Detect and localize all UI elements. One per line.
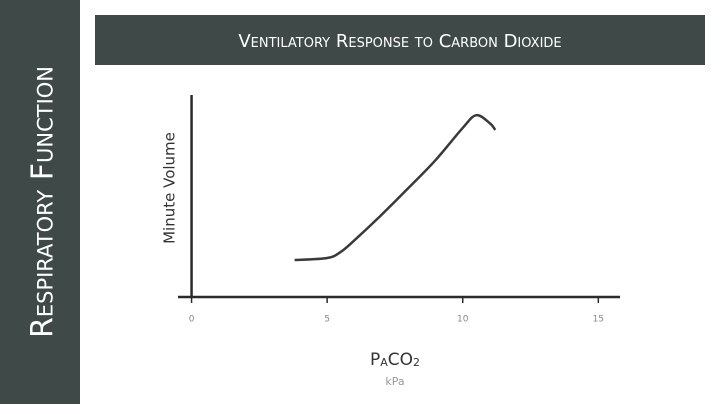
x-tick-label: 15 <box>593 315 604 325</box>
curve <box>294 113 497 262</box>
y-axis-label: Minute Volume <box>161 132 179 244</box>
sidebar-title: Respiratory Function <box>26 66 61 338</box>
x-tick-label: 5 <box>324 315 330 325</box>
x-label-part: CO <box>388 350 413 370</box>
x-label-part: P <box>370 350 380 370</box>
x-tick-label: 0 <box>189 315 195 325</box>
title-bar <box>95 15 705 65</box>
chart-title: Ventilatory Response to Carbon Dioxide <box>238 31 561 52</box>
x-axis-unit: kPa <box>385 375 404 388</box>
x-label-part: A <box>380 356 388 369</box>
x-axis-label: PACO2 <box>370 350 420 370</box>
x-label-part: 2 <box>413 356 420 369</box>
x-tick-label: 10 <box>457 315 469 325</box>
sidebar <box>0 0 80 404</box>
